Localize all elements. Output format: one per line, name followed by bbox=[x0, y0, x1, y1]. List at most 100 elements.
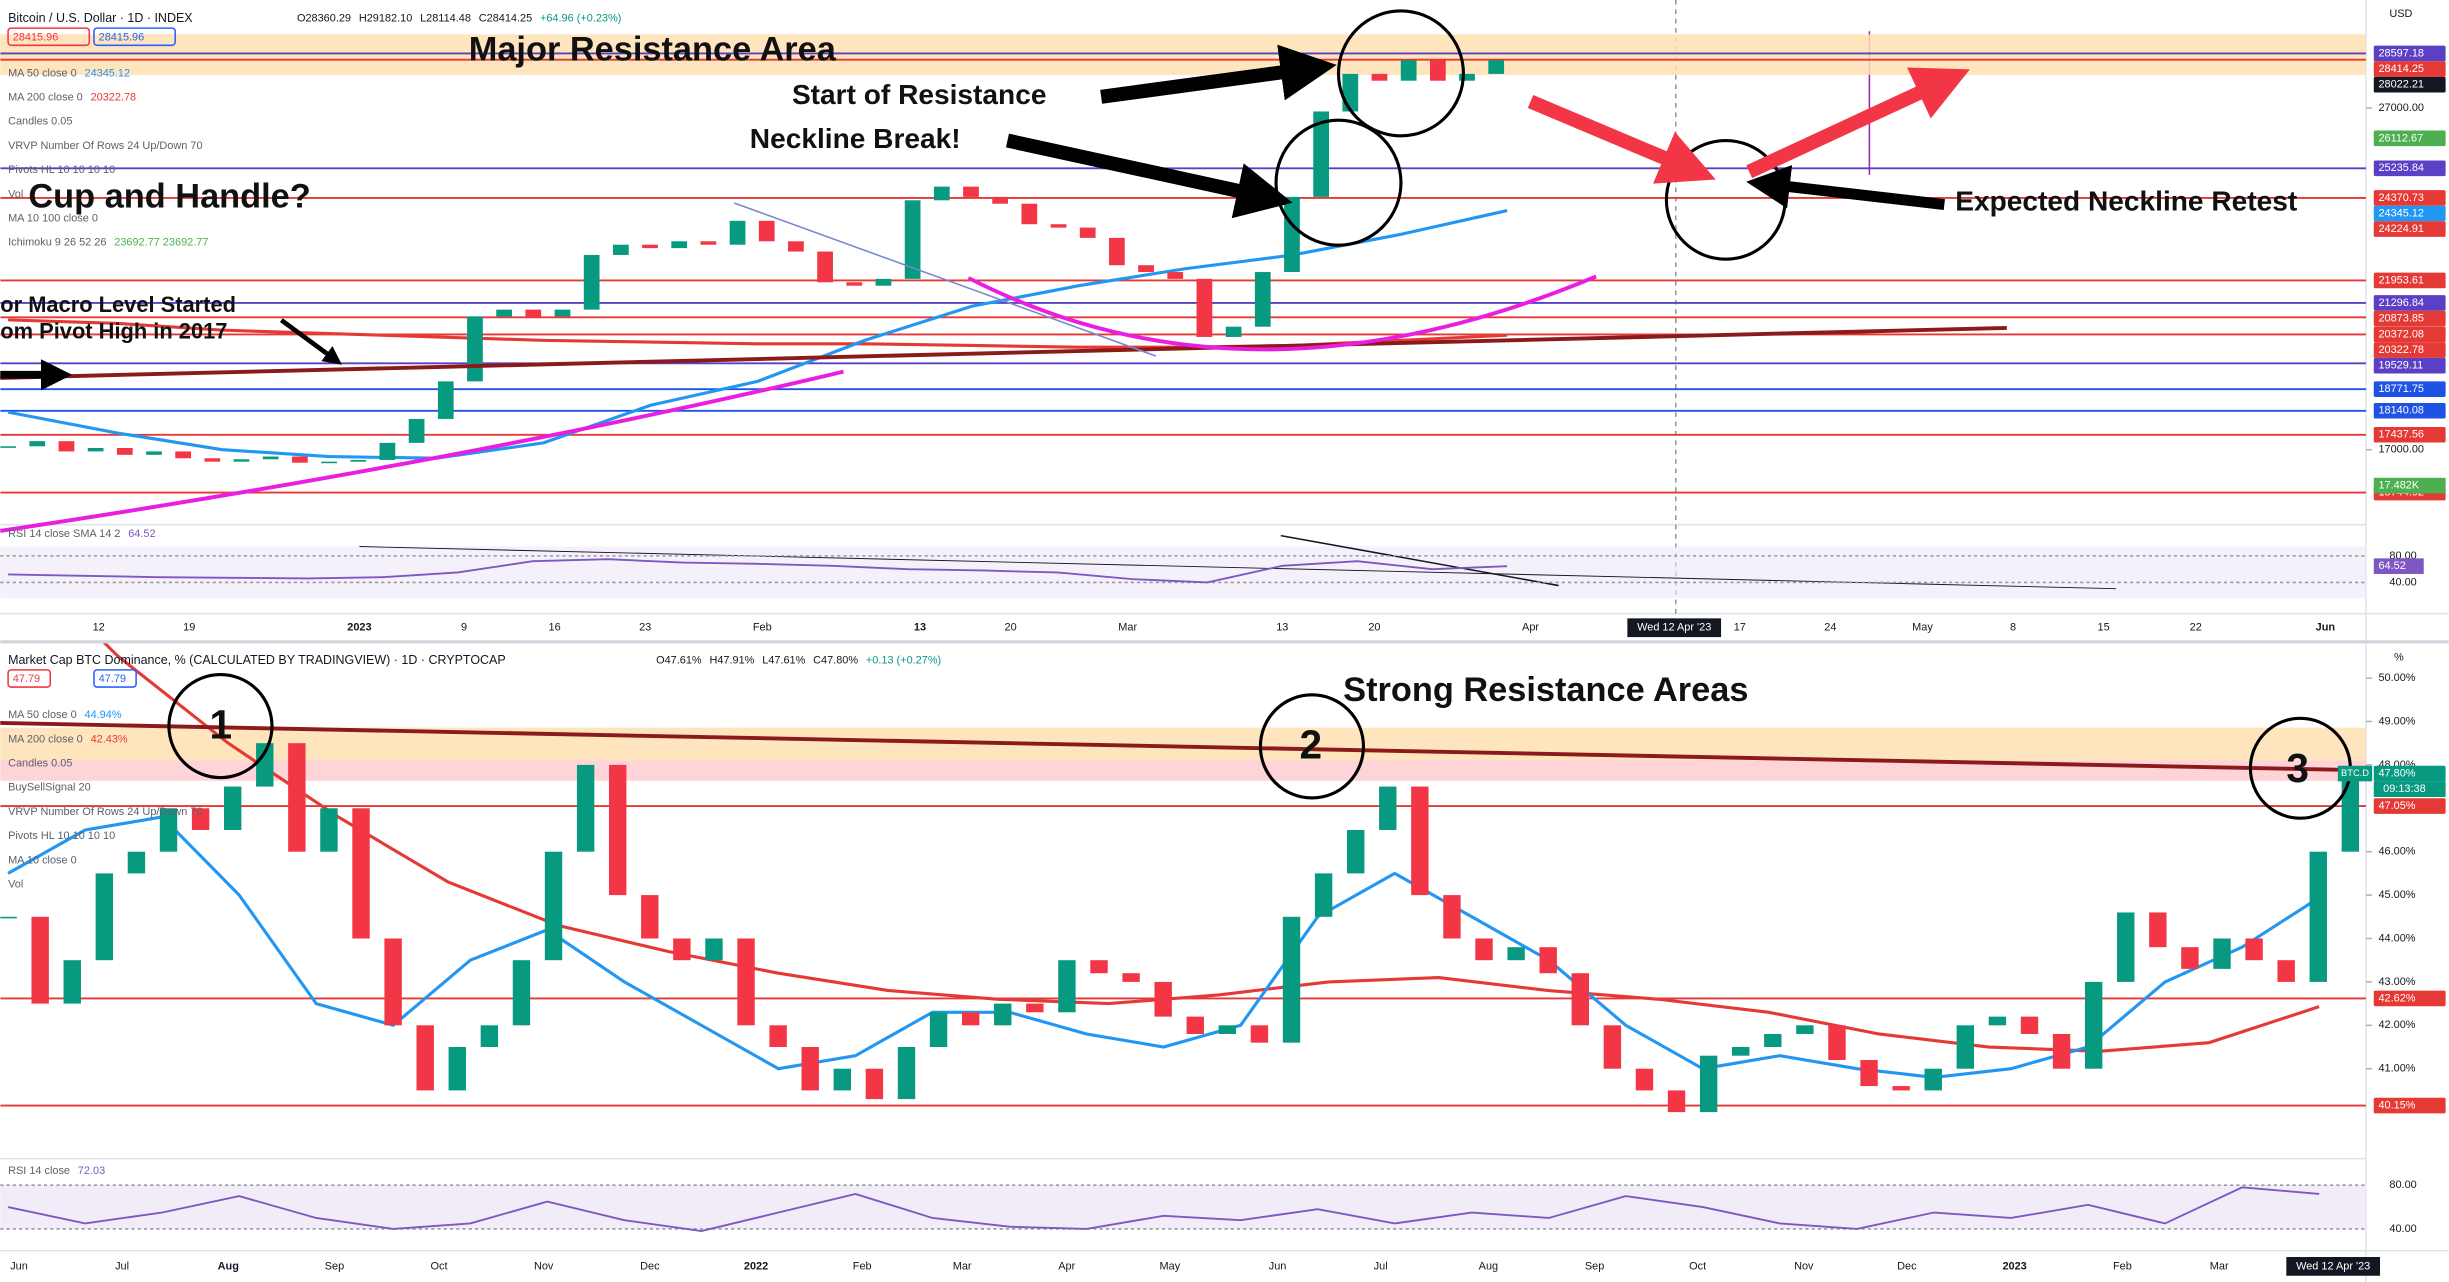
annotation: Cup and Handle? bbox=[28, 177, 310, 215]
candle bbox=[31, 916, 49, 1004]
rsi-name: RSI 14 close SMA 14 2 bbox=[8, 528, 120, 540]
candle bbox=[1459, 73, 1475, 81]
candle bbox=[256, 743, 274, 787]
candle bbox=[292, 456, 308, 463]
x-tick-label: Jun bbox=[1269, 1260, 1287, 1272]
price-box bbox=[93, 27, 176, 47]
candle bbox=[262, 456, 279, 460]
indicator-value: 42.43% bbox=[91, 733, 128, 745]
unit: % bbox=[2394, 651, 2404, 663]
candle bbox=[127, 851, 146, 874]
candle bbox=[673, 938, 691, 961]
candle bbox=[1635, 1068, 1654, 1091]
candle bbox=[1342, 73, 1359, 112]
candle bbox=[321, 461, 337, 464]
price-label: 47.80% bbox=[2378, 767, 2415, 779]
x-tick-label: 13 bbox=[914, 622, 926, 634]
indicator-name: Vol bbox=[8, 878, 23, 890]
candle bbox=[544, 851, 563, 961]
ohlc-value: C28414.25 bbox=[479, 13, 532, 25]
candle bbox=[817, 251, 833, 283]
price-label: 47.05% bbox=[2378, 800, 2415, 812]
price-label: 19529.11 bbox=[2378, 360, 2423, 372]
price-label: 26112.67 bbox=[2378, 132, 2423, 144]
price-label: 42.62% bbox=[2378, 992, 2415, 1004]
x-tick-label: 9 bbox=[461, 622, 467, 634]
candle bbox=[1475, 938, 1493, 961]
symbol-tag: BTC.D bbox=[2341, 768, 2369, 778]
price-label-bg bbox=[2373, 160, 2446, 177]
annotation: 3 bbox=[2286, 745, 2309, 791]
price-label-bg bbox=[2373, 45, 2446, 62]
candle bbox=[1109, 237, 1125, 266]
price-label: 28597.18 bbox=[2378, 47, 2424, 59]
price-label: 24345.12 bbox=[2378, 207, 2424, 219]
x-tick-label: Aug bbox=[1479, 1260, 1498, 1272]
indicator-name: MA 10 close 0 bbox=[8, 854, 77, 866]
candle bbox=[2084, 981, 2103, 1069]
price-box bbox=[7, 669, 52, 688]
price-label: 20873.85 bbox=[2378, 312, 2424, 324]
candle bbox=[1892, 1086, 1910, 1091]
timer-bg bbox=[2373, 781, 2446, 797]
date-badge-bg bbox=[1627, 618, 1722, 638]
price-box bbox=[7, 27, 91, 47]
trend-line bbox=[359, 546, 2117, 590]
arrow bbox=[1100, 44, 1337, 104]
ohlc-value: O28360.29 bbox=[297, 13, 351, 25]
trend-line bbox=[0, 325, 2007, 380]
candle bbox=[1699, 1055, 1718, 1113]
price-label-bg bbox=[2373, 295, 2446, 311]
annotation: Neckline Break! bbox=[750, 123, 961, 154]
candle bbox=[191, 808, 210, 830]
price-label: 28022.21 bbox=[2378, 79, 2424, 91]
price-box bbox=[93, 669, 137, 688]
y-tick-label: 41.00% bbox=[2378, 1063, 2415, 1075]
trend-line bbox=[733, 202, 1157, 357]
price-label-bg bbox=[2373, 310, 2446, 327]
price-label-bg bbox=[2373, 76, 2446, 93]
indicator-name: Pivots HL 10 10 10 10 bbox=[8, 830, 115, 842]
candle bbox=[1313, 111, 1329, 197]
candle bbox=[288, 743, 306, 852]
x-tick-label: Nov bbox=[534, 1260, 554, 1272]
x-tick-label: Mar bbox=[953, 1260, 972, 1272]
candle bbox=[175, 451, 192, 459]
candle bbox=[769, 1025, 787, 1048]
candle bbox=[875, 278, 892, 286]
y-tick-label: 42.00% bbox=[2378, 1019, 2415, 1031]
x-tick-label: Apr bbox=[1522, 622, 1539, 634]
rsi-tick-label: 40.00 bbox=[2389, 1223, 2416, 1235]
candle bbox=[1050, 224, 1067, 228]
candle bbox=[1571, 973, 1589, 1026]
candle bbox=[2309, 851, 2327, 982]
candle bbox=[496, 309, 512, 317]
candle bbox=[641, 895, 659, 939]
rsi-label-bg bbox=[2373, 558, 2424, 574]
candle bbox=[612, 244, 629, 255]
x-tick-label: Sep bbox=[325, 1260, 344, 1272]
arrow bbox=[279, 318, 342, 365]
candle bbox=[350, 459, 367, 462]
candle bbox=[448, 1047, 466, 1091]
indicator-name: MA 10 100 close 0 bbox=[8, 213, 98, 225]
annotation: Strong Resistance Areas bbox=[1343, 671, 1748, 709]
indicator-name: Candles 0.05 bbox=[8, 757, 72, 769]
candle bbox=[1924, 1068, 1942, 1091]
candle bbox=[1090, 960, 1108, 974]
candle bbox=[609, 764, 627, 896]
x-tick-label: Feb bbox=[853, 1260, 872, 1272]
rsi-axis-label: 64.52 bbox=[2378, 560, 2405, 572]
price-label: 18771.75 bbox=[2378, 383, 2424, 395]
candle bbox=[480, 1025, 499, 1048]
candle bbox=[1539, 947, 1557, 974]
x-tick-label: 20 bbox=[1368, 622, 1380, 634]
arrow bbox=[1527, 95, 1716, 184]
candle bbox=[2277, 960, 2295, 982]
ohlc-value: L28114.48 bbox=[420, 13, 471, 25]
indicator-name: MA 50 close 0 bbox=[8, 67, 77, 79]
price-label-bg bbox=[2373, 61, 2446, 77]
candle bbox=[1828, 1025, 1846, 1061]
indicator-name: VRVP Number Of Rows 24 Up/Down 70 bbox=[8, 806, 202, 818]
x-tick-label: 22 bbox=[2190, 622, 2202, 634]
